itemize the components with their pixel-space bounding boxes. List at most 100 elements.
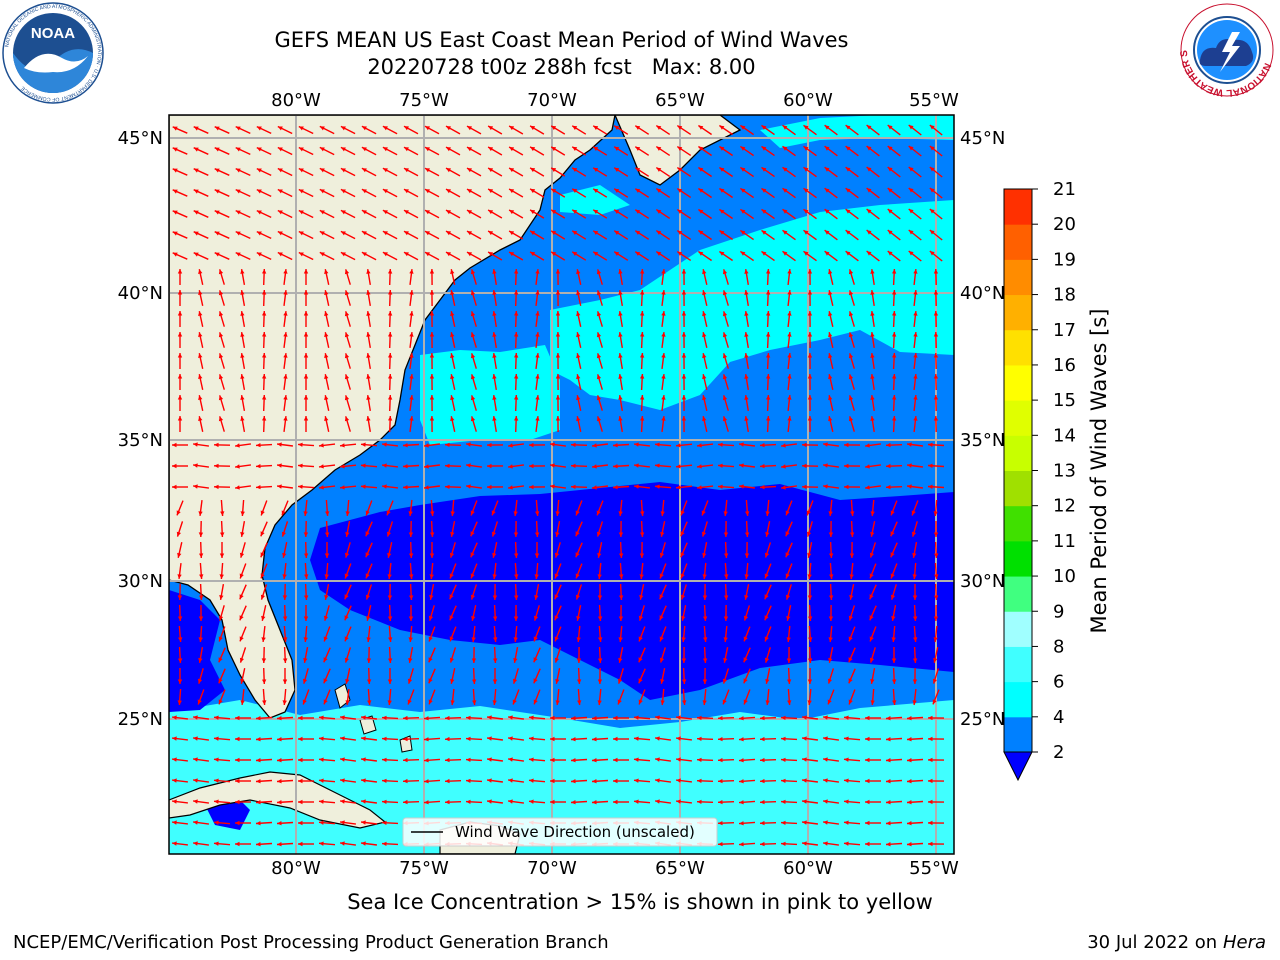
wind-wave-arrow-head [382, 841, 387, 846]
wind-wave-arrow-head [366, 395, 371, 400]
wind-wave-arrow-head [785, 510, 790, 516]
wind-wave-arrow-head [177, 552, 182, 558]
wind-wave-arrow-head [597, 553, 602, 558]
wind-wave-arrow-head [744, 553, 750, 558]
wind-wave-arrow-head [198, 353, 203, 358]
wind-wave-arrow-head [513, 658, 518, 663]
wind-wave-arrow-head [681, 658, 687, 663]
wind-wave-arrow-head [722, 269, 728, 275]
wind-wave-arrow-head [785, 552, 790, 558]
wind-wave-arrow-head [239, 594, 244, 600]
wind-wave-arrow-head [367, 679, 372, 684]
wind-wave-arrow-head [382, 147, 388, 152]
wind-wave-arrow-head [598, 616, 603, 621]
wind-wave-arrow-head [676, 778, 681, 783]
wind-wave-arrow-head [534, 595, 539, 600]
wind-wave-arrow-head [407, 678, 413, 684]
wind-wave-arrow-head [428, 699, 433, 705]
wind-wave-arrow-head [509, 252, 515, 257]
wind-wave-arrow-head [676, 757, 681, 762]
colorbar-tick-label: 18 [1053, 285, 1076, 306]
wind-wave-arrow-head [172, 757, 177, 762]
wind-wave-arrow-head [596, 531, 601, 537]
wind-wave-arrow-head [577, 700, 582, 705]
wind-wave-arrow-head [235, 485, 240, 490]
wind-wave-arrow-head [488, 210, 494, 215]
wind-wave-arrow-head [340, 736, 345, 741]
wind-wave-arrow-head [177, 332, 183, 337]
wind-wave-arrow-head [256, 464, 261, 469]
wind-wave-arrow-head [908, 230, 914, 235]
wind-wave-arrow-head [340, 799, 345, 804]
wind-wave-arrow-head [535, 395, 540, 400]
wind-wave-arrow-head [870, 416, 875, 421]
wind-wave-arrow-head [760, 778, 765, 784]
wind-wave-arrow-head [193, 778, 198, 783]
wind-wave-arrow-head [907, 737, 912, 742]
wind-wave-arrow-head [823, 757, 828, 762]
wind-wave-arrow-head [193, 799, 198, 804]
wind-wave-arrow-head [886, 737, 891, 742]
wind-wave-arrow-head [592, 779, 597, 784]
wind-wave-arrow-head [848, 311, 854, 317]
wind-wave-arrow-head [744, 595, 749, 600]
wind-wave-arrow-head [760, 820, 765, 826]
wind-wave-arrow-head [681, 395, 687, 400]
wind-wave-arrow-head [617, 678, 623, 684]
wind-wave-arrow-head [218, 311, 224, 317]
wind-wave-arrow-head [214, 736, 219, 741]
wind-wave-arrow-head [635, 230, 641, 235]
wind-wave-arrow-head [656, 125, 662, 130]
wind-wave-arrow-head [723, 616, 729, 621]
wind-wave-arrow-head [446, 231, 451, 236]
wind-wave-arrow-head [912, 679, 918, 684]
wind-wave-arrow-head [739, 779, 744, 784]
wind-wave-arrow-head [366, 290, 371, 295]
wind-wave-arrow-head [576, 658, 582, 663]
wind-wave-arrow-head [828, 269, 833, 275]
wind-wave-arrow-head [409, 353, 414, 358]
colorbar-tick-label: 6 [1053, 672, 1064, 693]
wind-wave-arrow-head [176, 531, 181, 537]
wind-wave-arrow-head [388, 269, 393, 274]
wind-wave-arrow-head [488, 252, 494, 257]
wind-wave-arrow-head [639, 553, 645, 558]
wind-wave-arrow-head [261, 615, 266, 621]
wind-wave-arrow-head [430, 511, 435, 516]
wind-wave-arrow-head [786, 616, 791, 621]
wind-wave-arrow-head [702, 416, 707, 422]
wind-wave-arrow-head [340, 147, 346, 152]
wind-wave-arrow-head [575, 573, 580, 579]
wind-wave-arrow-head [701, 531, 707, 537]
wind-wave-arrow-head [403, 485, 408, 490]
wind-wave-arrow-head [240, 290, 245, 295]
wind-wave-arrow-head [487, 736, 492, 741]
wind-wave-arrow-head [508, 799, 513, 804]
wind-wave-arrow-head [933, 511, 938, 516]
wind-wave-arrow-head [718, 779, 723, 784]
wind-wave-arrow-head [172, 484, 177, 490]
wind-wave-arrow-head [323, 699, 328, 705]
wind-wave-arrow-head [555, 679, 560, 684]
wind-wave-arrow-head [886, 821, 891, 826]
wind-wave-arrow-head [262, 290, 267, 295]
wind-wave-arrow-head [508, 485, 513, 490]
wind-wave-arrow-head [723, 637, 728, 642]
wind-wave-arrow-head [172, 442, 177, 448]
wind-wave-arrow-head [870, 374, 875, 379]
wind-wave-arrow-head [613, 443, 618, 448]
colorbar-label: Mean Period of Wind Waves [s] [1087, 309, 1111, 634]
wind-wave-arrow-head [319, 231, 325, 236]
wind-wave-arrow-head [718, 758, 723, 763]
wind-wave-arrow-head [661, 416, 666, 421]
wind-wave-arrow-head [450, 311, 455, 316]
wind-wave-arrow-head [262, 374, 267, 379]
wind-wave-arrow-head [319, 168, 325, 173]
wind-wave-arrow-head [324, 269, 329, 274]
wind-wave-arrow-head [193, 484, 198, 489]
wind-wave-arrow-head [744, 290, 749, 295]
wind-wave-arrow-head [345, 700, 350, 705]
wind-wave-arrow-head [908, 167, 914, 172]
wind-wave-arrow-head [235, 736, 240, 742]
colorbar-tick-label: 19 [1053, 249, 1076, 270]
